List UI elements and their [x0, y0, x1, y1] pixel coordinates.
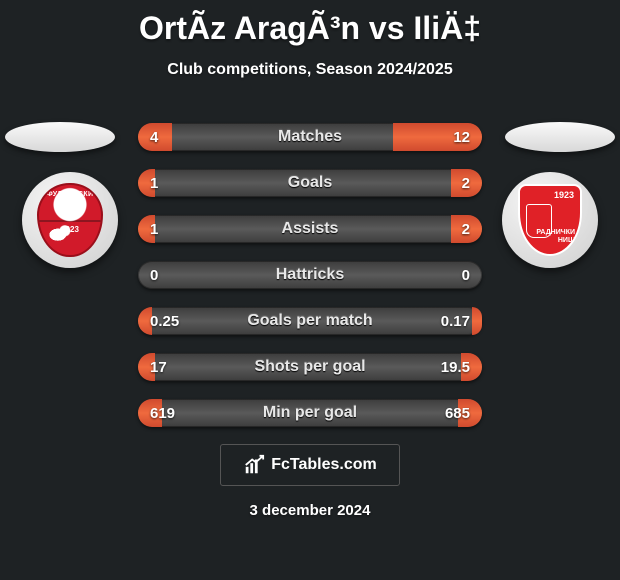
chart-up-icon — [243, 454, 265, 476]
footer-logo-text: FcTables.com — [271, 456, 377, 474]
crest-right-name: РАДНИЧКИ НИШ — [520, 229, 575, 244]
eagle-icon — [45, 223, 77, 249]
bar-label: Assists — [138, 215, 482, 243]
cap-ellipse-right — [505, 122, 615, 152]
footer-logo: FcTables.com — [220, 444, 400, 486]
cap-ellipse-left — [5, 122, 115, 152]
footer-date: 3 december 2024 — [0, 502, 620, 519]
shield-right-icon: 1923 РАДНИЧКИ НИШ — [518, 184, 582, 256]
bar-label: Shots per goal — [138, 353, 482, 381]
subtitle: Club competitions, Season 2024/2025 — [0, 61, 620, 79]
bar-label: Min per goal — [138, 399, 482, 427]
stat-bar: 619685Min per goal — [138, 399, 482, 427]
stat-bar: 00Hattricks — [138, 261, 482, 289]
stat-bar: 0.250.17Goals per match — [138, 307, 482, 335]
crest-left: ФУДБАЛСКИ КЛУБ 1923 — [22, 172, 118, 268]
stat-bar: 412Matches — [138, 123, 482, 151]
crest-right-year: 1923 — [554, 190, 574, 200]
bar-label: Matches — [138, 123, 482, 151]
crest-right: 1923 РАДНИЧКИ НИШ — [502, 172, 598, 268]
bar-label: Goals — [138, 169, 482, 197]
stat-bar: 12Assists — [138, 215, 482, 243]
stat-bar: 12Goals — [138, 169, 482, 197]
bar-label: Goals per match — [138, 307, 482, 335]
shield-left-icon: ФУДБАЛСКИ КЛУБ 1923 — [37, 183, 103, 257]
crest-left-top: ФУДБАЛСКИ КЛУБ — [39, 191, 101, 205]
stat-bars: 412Matches 12Goals 12Assists 00Hattricks 0.2… — [138, 123, 482, 445]
stat-bar: 1719.5Shots per goal — [138, 353, 482, 381]
page-title: OrtÃz AragÃ³n vs IliÄ‡ — [0, 0, 620, 47]
bar-label: Hattricks — [138, 261, 482, 289]
